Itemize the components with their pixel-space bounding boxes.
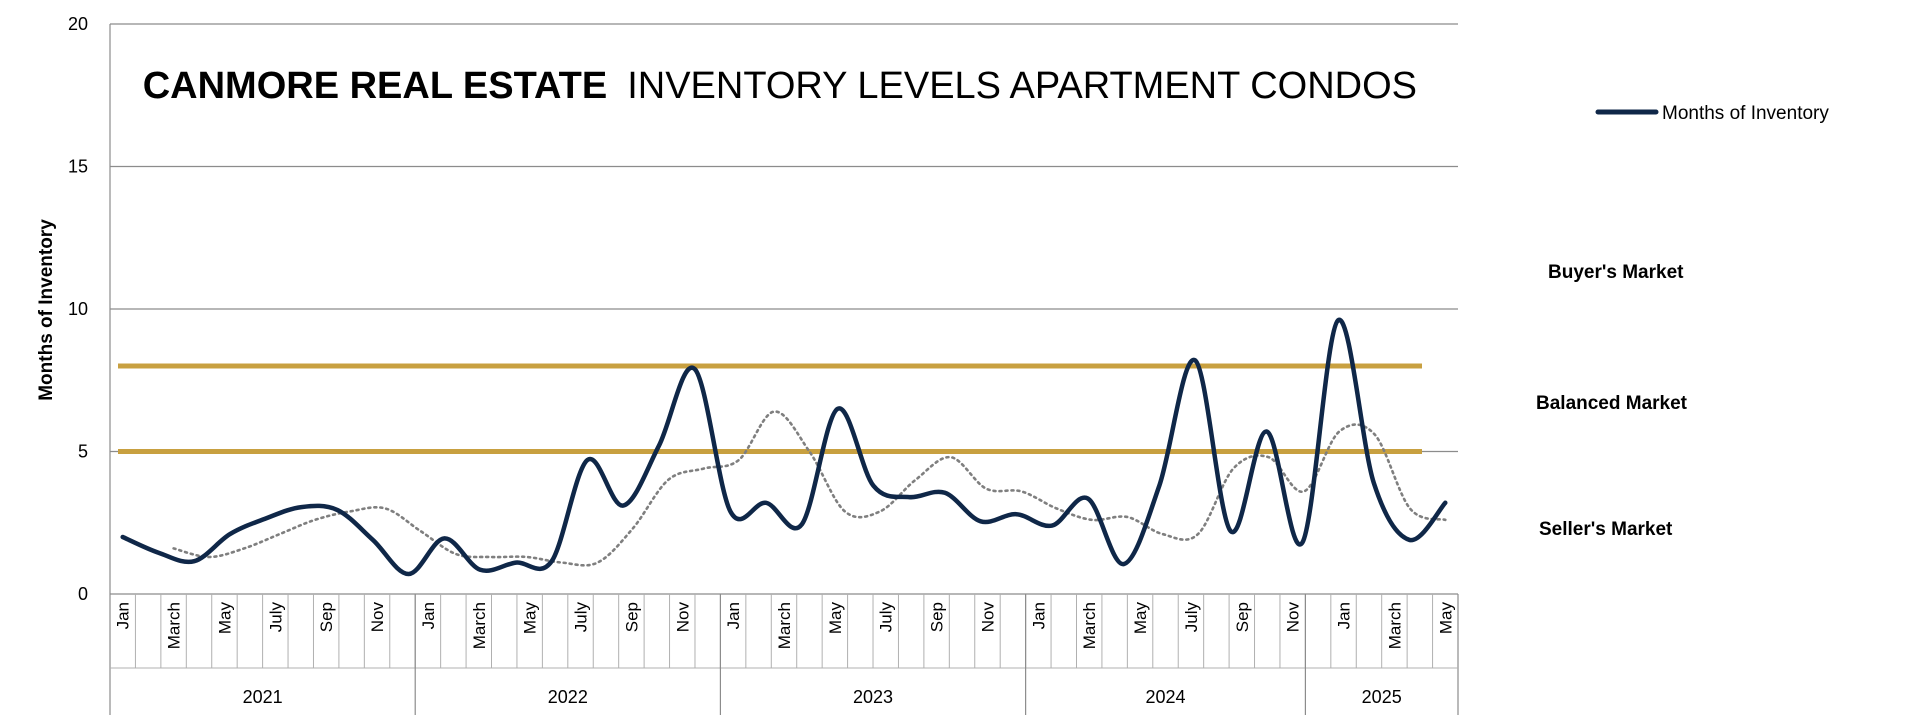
y-axis-label: Months of Inventory [36, 219, 57, 401]
legend: Months of Inventory [1595, 103, 1829, 124]
y-tick-label: 10 [68, 299, 88, 319]
x-tick-label: March [1385, 602, 1404, 649]
zone-label-buyers: Buyer's Market [1548, 262, 1684, 283]
legend-label: Months of Inventory [1662, 103, 1829, 124]
x-tick-label: May [1436, 602, 1455, 635]
x-tick-label: July [572, 602, 591, 633]
x-month-labels: Jan March May July Sep Nov Jan March May July Sep N… [114, 602, 1456, 650]
x-tick-label: Nov [673, 602, 692, 633]
zone-label-sellers: Seller's Market [1539, 519, 1673, 540]
x-tick-label: Jan [1029, 602, 1048, 629]
chart-title: CANMORE REAL ESTATE INVENTORY LEVELS APAR… [143, 65, 1417, 107]
x-tick-label: March [1080, 602, 1099, 649]
x-tick-label: May [215, 602, 234, 635]
year-label: 2021 [243, 687, 283, 707]
y-tick-label: 0 [78, 584, 88, 604]
x-tick-label: July [266, 602, 285, 633]
x-year-labels: 2021 2022 2023 2024 2025 [243, 687, 1402, 707]
reference-lines [118, 363, 1422, 454]
x-tick-label: Nov [368, 602, 387, 633]
chart-title-rest: INVENTORY LEVELS APARTMENT CONDOS [627, 65, 1417, 107]
x-tick-label: March [470, 602, 489, 649]
year-label: 2024 [1145, 687, 1185, 707]
x-tick-label: Sep [1233, 602, 1252, 632]
x-tick-label: May [826, 602, 845, 635]
x-tick-label: July [877, 602, 896, 633]
x-tick-label: Nov [1284, 602, 1303, 633]
y-tick-label: 5 [78, 442, 88, 462]
x-tick-label: Jan [114, 602, 133, 629]
x-tick-label: May [1131, 602, 1150, 635]
x-tick-label: Nov [978, 602, 997, 633]
year-label: 2022 [548, 687, 588, 707]
series-line-trend [172, 410, 1447, 567]
x-tick-label: May [521, 602, 540, 635]
year-label: 2023 [853, 687, 893, 707]
x-tick-label: March [775, 602, 794, 649]
chart-title-bold: CANMORE REAL ESTATE [143, 65, 607, 107]
y-tick-labels: 0 5 10 15 20 [68, 14, 88, 604]
x-tick-label: July [1182, 602, 1201, 633]
y-tick-label: 15 [68, 157, 88, 177]
series-line-months-of-inventory [120, 318, 1448, 577]
x-tick-label: Jan [419, 602, 438, 629]
x-tick-label: Sep [928, 602, 947, 632]
x-tick-label: Sep [317, 602, 336, 632]
axes [109, 24, 1459, 715]
x-tick-label: March [165, 602, 184, 649]
x-tick-label: Jan [724, 602, 743, 629]
year-label: 2025 [1362, 687, 1402, 707]
gridlines [110, 23, 1458, 595]
y-tick-label: 20 [68, 14, 88, 34]
zone-label-balanced: Balanced Market [1536, 393, 1688, 414]
x-tick-label: Sep [622, 602, 641, 632]
series-layer [120, 318, 1448, 577]
x-tick-label: Jan [1335, 602, 1354, 629]
